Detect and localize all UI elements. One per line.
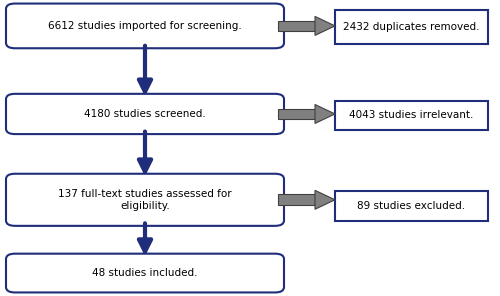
Polygon shape: [315, 190, 335, 209]
FancyBboxPatch shape: [6, 4, 284, 48]
Polygon shape: [315, 16, 335, 36]
FancyBboxPatch shape: [6, 94, 284, 134]
Bar: [335, 10, 488, 44]
Text: 137 full-text studies assessed for
eligibility.: 137 full-text studies assessed for eligi…: [58, 189, 232, 210]
Text: 89 studies excluded.: 89 studies excluded.: [357, 201, 466, 211]
Bar: [335, 101, 488, 130]
FancyBboxPatch shape: [6, 174, 284, 226]
Text: 2432 duplicates removed.: 2432 duplicates removed.: [343, 22, 479, 32]
Text: 4180 studies screened.: 4180 studies screened.: [84, 109, 206, 119]
Text: 48 studies included.: 48 studies included.: [92, 268, 198, 278]
Text: 4043 studies irrelevant.: 4043 studies irrelevant.: [349, 110, 474, 120]
Polygon shape: [278, 21, 315, 31]
Text: 6612 studies imported for screening.: 6612 studies imported for screening.: [48, 21, 242, 31]
Polygon shape: [278, 194, 315, 205]
Polygon shape: [278, 109, 315, 119]
Bar: [335, 191, 488, 221]
FancyBboxPatch shape: [6, 254, 284, 292]
Polygon shape: [315, 104, 335, 123]
